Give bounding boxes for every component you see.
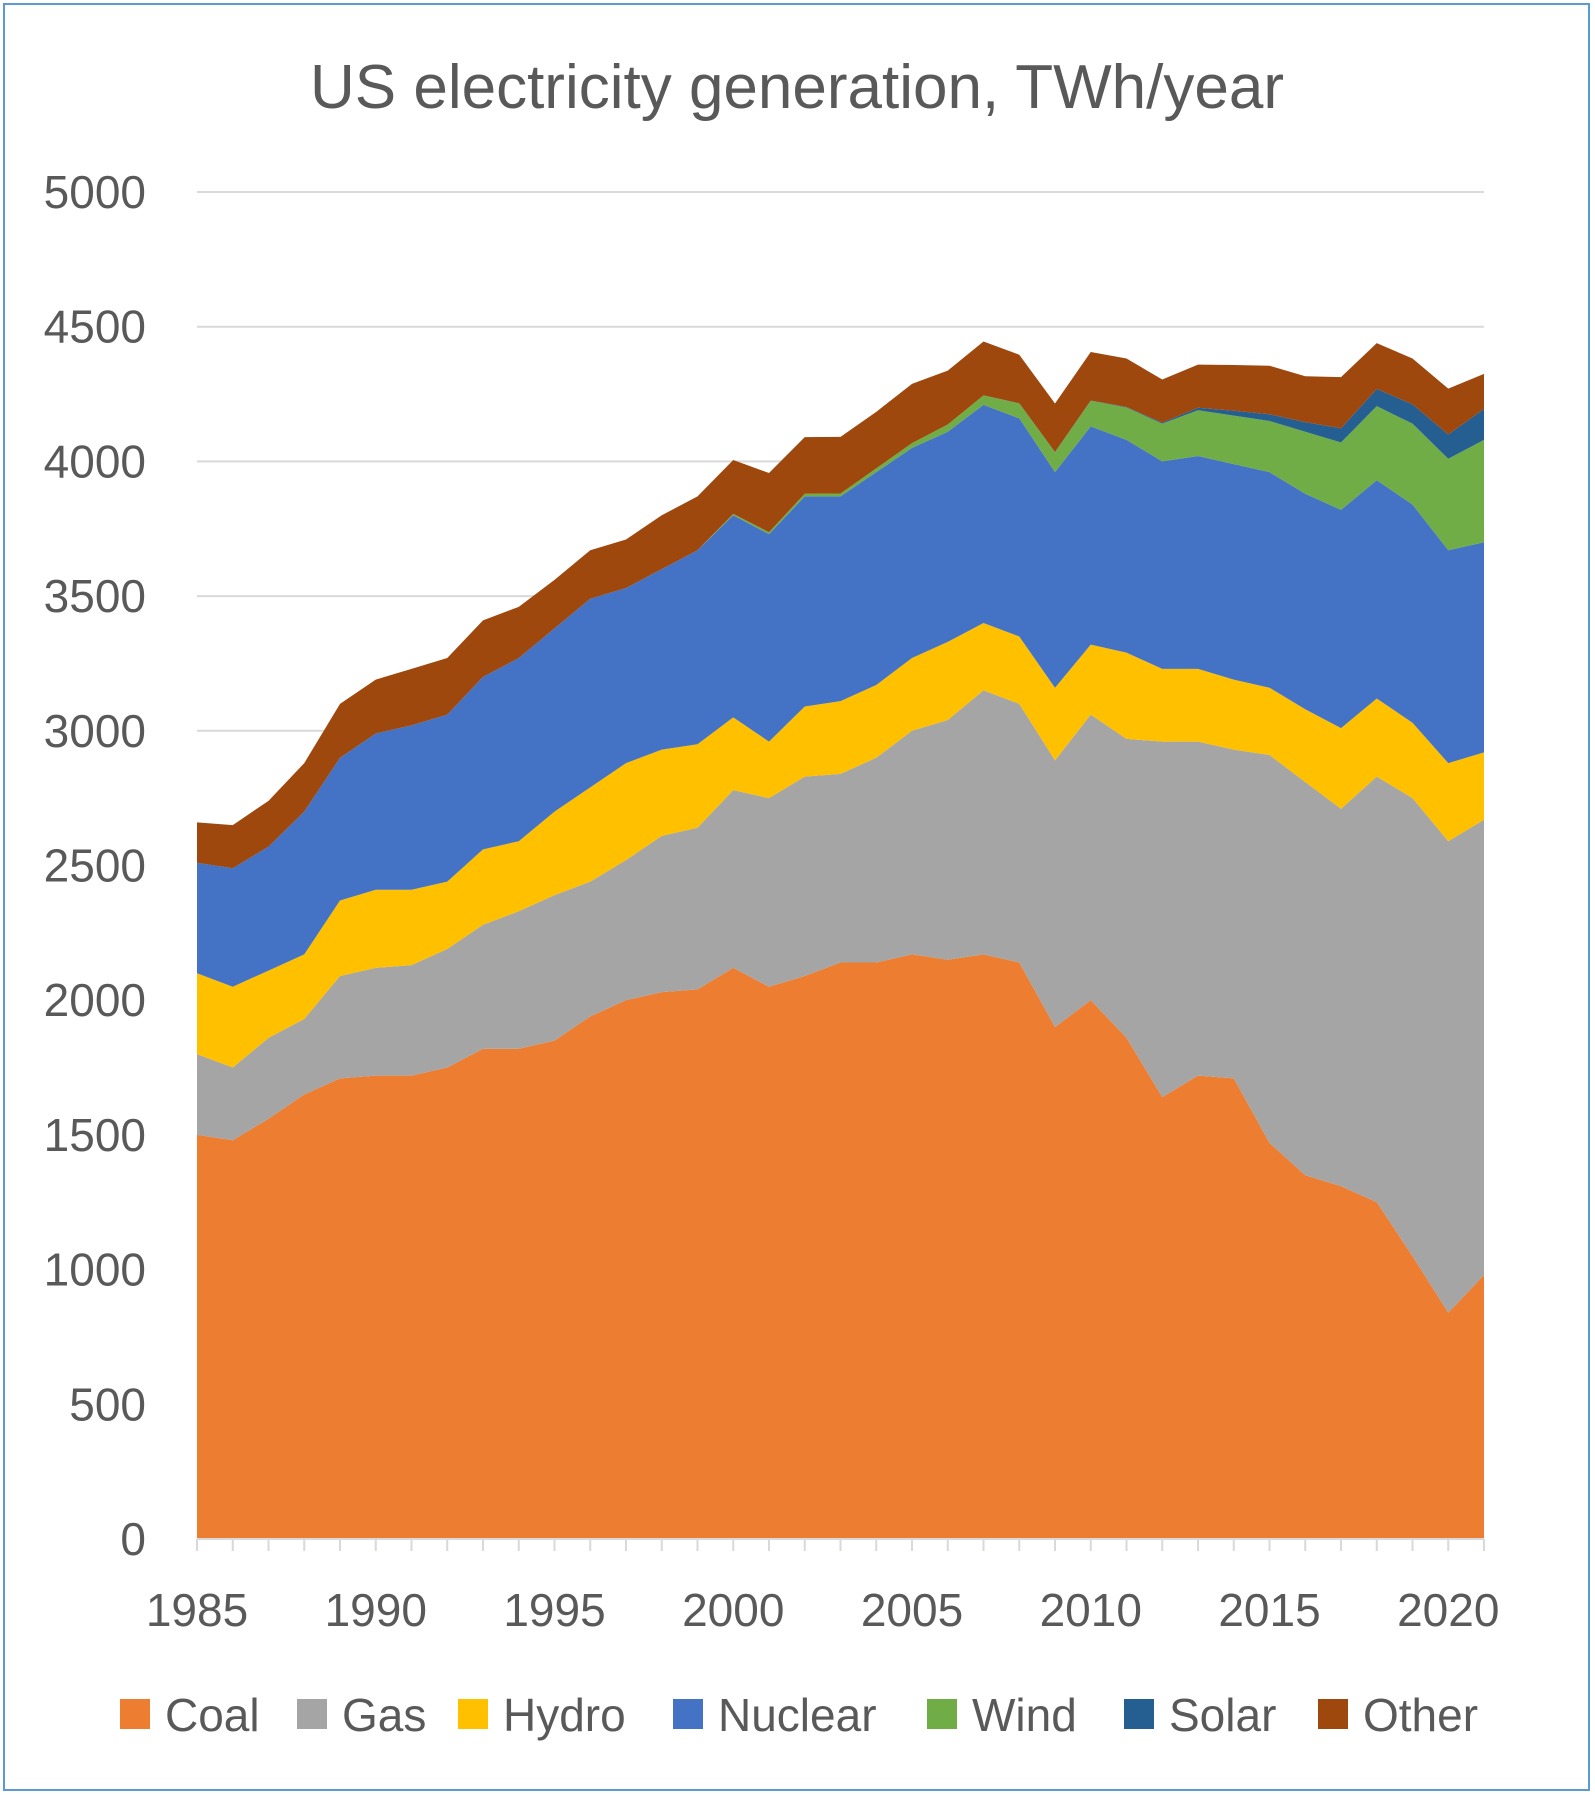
- legend-swatch-nuclear: [673, 1699, 703, 1729]
- legend-label-nuclear: Nuclear: [718, 1689, 877, 1741]
- y-tick-label: 4500: [44, 301, 146, 353]
- y-tick-label: 0: [120, 1513, 146, 1565]
- x-axis-ticks: 1985 1990 1995 2000 2005 2010 2015 2020: [146, 1584, 1500, 1636]
- y-tick-label: 5000: [44, 166, 146, 218]
- y-tick-label: 2000: [44, 974, 146, 1026]
- y-tick-label: 4000: [44, 435, 146, 487]
- legend-label-other: Other: [1363, 1689, 1478, 1741]
- legend-swatch-hydro: [458, 1699, 488, 1729]
- x-tick-label: 2000: [682, 1584, 784, 1636]
- area-hydro: [197, 623, 1484, 1068]
- y-tick-label: 3500: [44, 570, 146, 622]
- legend-swatch-coal: [120, 1699, 150, 1729]
- y-tick-label: 1500: [44, 1109, 146, 1161]
- legend-swatch-other: [1318, 1699, 1348, 1729]
- x-tick-label: 2010: [1040, 1584, 1142, 1636]
- x-axis: [196, 1538, 1485, 1551]
- legend: Coal Gas Hydro Nuclear Wind Solar Other: [120, 1689, 1478, 1741]
- area-other: [197, 341, 1484, 869]
- chart-title: US electricity generation, TWh/year: [310, 53, 1284, 122]
- legend-label-gas: Gas: [342, 1689, 426, 1741]
- y-tick-label: 500: [69, 1378, 146, 1430]
- x-tick-label: 2015: [1218, 1584, 1320, 1636]
- x-tick-label: 1995: [503, 1584, 605, 1636]
- x-tick-label: 1990: [325, 1584, 427, 1636]
- x-tick-label: 1985: [146, 1584, 248, 1636]
- y-tick-label: 2500: [44, 840, 146, 892]
- area-wind: [197, 395, 1484, 869]
- legend-swatch-wind: [927, 1699, 957, 1729]
- legend-label-hydro: Hydro: [503, 1689, 626, 1741]
- legend-swatch-solar: [1124, 1699, 1154, 1729]
- area-gas: [197, 690, 1484, 1313]
- legend-label-wind: Wind: [972, 1689, 1077, 1741]
- legend-label-coal: Coal: [165, 1689, 260, 1741]
- x-tick-label: 2020: [1397, 1584, 1499, 1636]
- y-axis-ticks: 0 500 1000 1500 2000 2500 3000 3500 4000 4500 5000: [44, 166, 146, 1565]
- y-tick-label: 3000: [44, 705, 146, 757]
- area-nuclear: [197, 404, 1484, 987]
- area-series: [197, 341, 1484, 1539]
- area-coal: [197, 954, 1484, 1539]
- y-tick-label: 1000: [44, 1244, 146, 1296]
- x-tick-label: 2005: [861, 1584, 963, 1636]
- legend-swatch-gas: [297, 1699, 327, 1729]
- legend-label-solar: Solar: [1169, 1689, 1276, 1741]
